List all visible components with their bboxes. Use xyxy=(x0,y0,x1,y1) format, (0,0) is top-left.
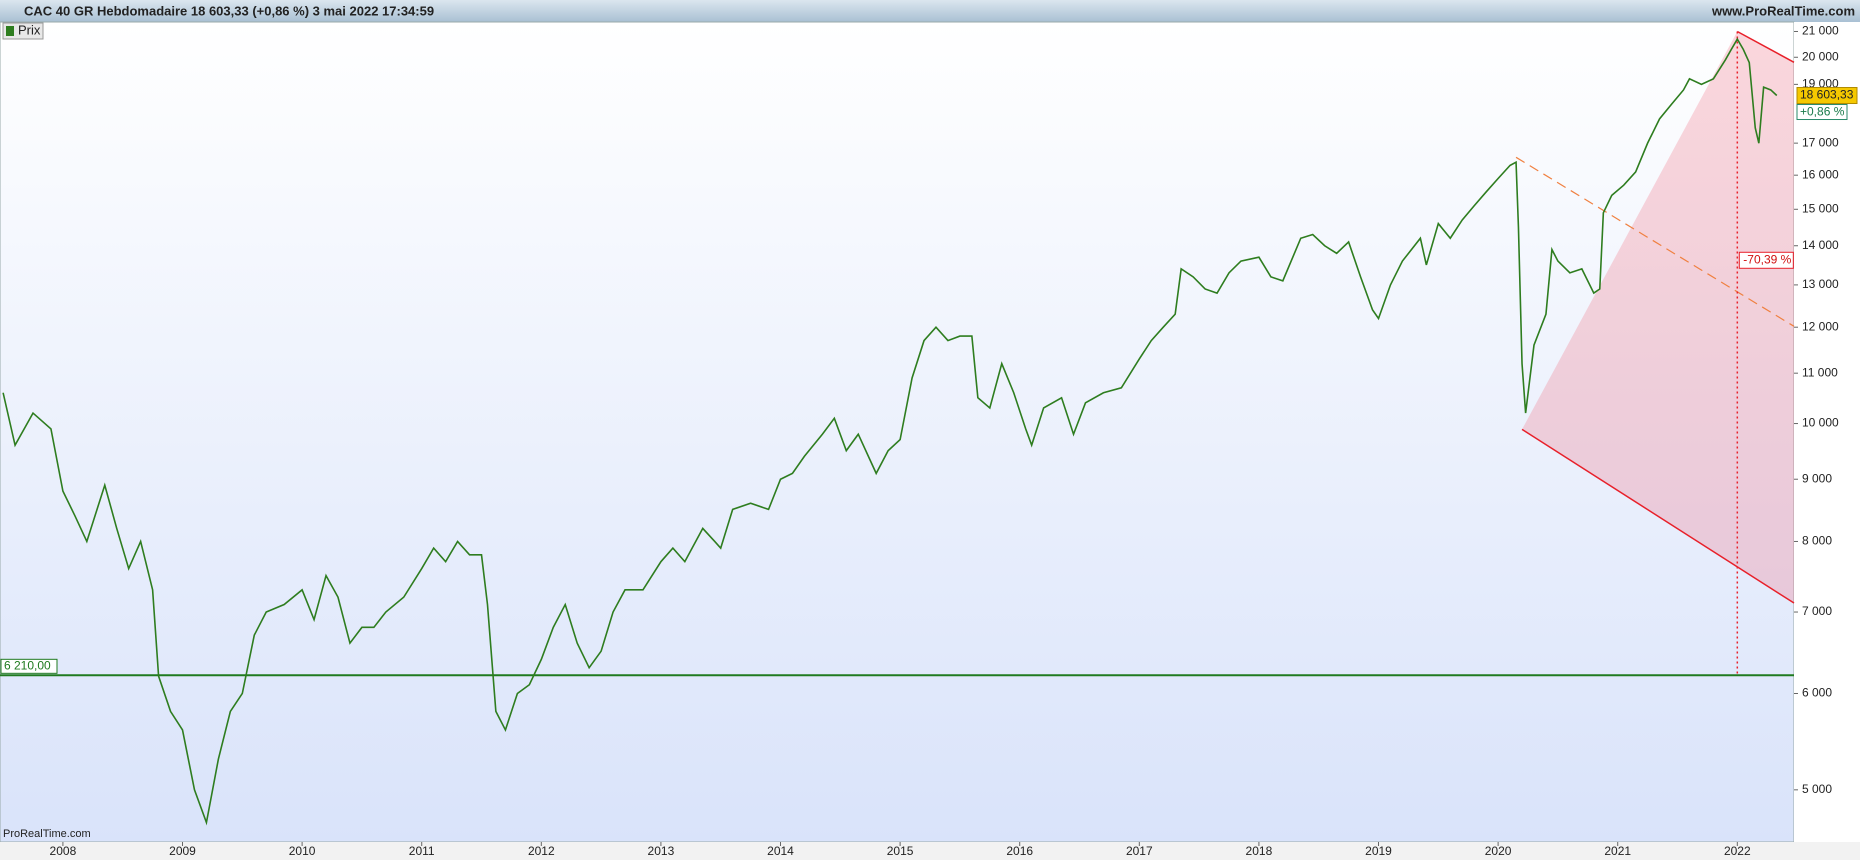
x-tick-label: 2016 xyxy=(1006,844,1033,858)
watermark: ProRealTime.com xyxy=(3,828,91,840)
x-tick-label: 2009 xyxy=(169,844,196,858)
x-tick-label: 2015 xyxy=(887,844,914,858)
projection-edge xyxy=(1736,30,1795,63)
change-box xyxy=(1796,104,1848,121)
x-tick-label: 2014 xyxy=(767,844,794,858)
y-tick-label: 13 000 xyxy=(1802,277,1839,291)
site-link[interactable]: www.ProRealTime.com xyxy=(1711,3,1855,18)
x-tick-label: 2021 xyxy=(1604,844,1631,858)
y-tick-label: 21 000 xyxy=(1802,24,1839,38)
x-tick-label: 2008 xyxy=(50,844,77,858)
y-tick-label: 16 000 xyxy=(1802,167,1839,181)
projection-edge xyxy=(1521,428,1795,604)
x-tick-label: 2012 xyxy=(528,844,555,858)
y-tick-label: 9 000 xyxy=(1802,471,1832,485)
last-value-label: 18 603,33 xyxy=(1800,88,1854,102)
change-label: +0,86 % xyxy=(1800,105,1845,119)
legend-label: Prix xyxy=(18,22,41,37)
y-tick-label: 8 000 xyxy=(1802,534,1832,548)
y-tick-label: 14 000 xyxy=(1802,238,1839,252)
price-line xyxy=(2,37,1778,826)
support-label-box xyxy=(0,658,58,674)
x-tick-label: 2019 xyxy=(1365,844,1392,858)
y-tick-label: 10 000 xyxy=(1802,416,1839,430)
title-bar xyxy=(0,0,1860,22)
y-tick-label: 17 000 xyxy=(1802,135,1839,149)
title: CAC 40 GR Hebdomadaire 18 603,33 (+0,86 … xyxy=(24,3,434,18)
legend-swatch xyxy=(6,26,14,36)
percent-box xyxy=(1738,251,1794,269)
x-tick-label: 2022 xyxy=(1724,844,1751,858)
y-tick-label: 6 000 xyxy=(1802,686,1832,700)
dashed-line xyxy=(1515,156,1795,327)
x-tick-label: 2017 xyxy=(1126,844,1153,858)
y-tick-label: 12 000 xyxy=(1802,319,1839,333)
last-value-box xyxy=(1796,87,1858,105)
support-label: 6 210,00 xyxy=(4,658,51,672)
y-tick-label: 15 000 xyxy=(1802,201,1839,215)
plot-area xyxy=(0,21,1795,843)
x-tick-label: 2010 xyxy=(289,844,316,858)
projection-area xyxy=(1522,31,1794,604)
x-tick-label: 2011 xyxy=(409,844,435,858)
x-axis-area xyxy=(0,842,1860,860)
y-tick-label: 7 000 xyxy=(1802,604,1832,618)
y-axis-area xyxy=(1794,22,1860,842)
x-tick-label: 2020 xyxy=(1485,844,1512,858)
x-tick-label: 2018 xyxy=(1246,844,1273,858)
y-tick-label: 5 000 xyxy=(1802,782,1832,796)
x-tick-label: 2013 xyxy=(648,844,675,858)
percent-label: -70,39 % xyxy=(1743,252,1791,266)
y-tick-label: 20 000 xyxy=(1802,49,1839,63)
y-tick-label: 11 000 xyxy=(1802,365,1838,379)
